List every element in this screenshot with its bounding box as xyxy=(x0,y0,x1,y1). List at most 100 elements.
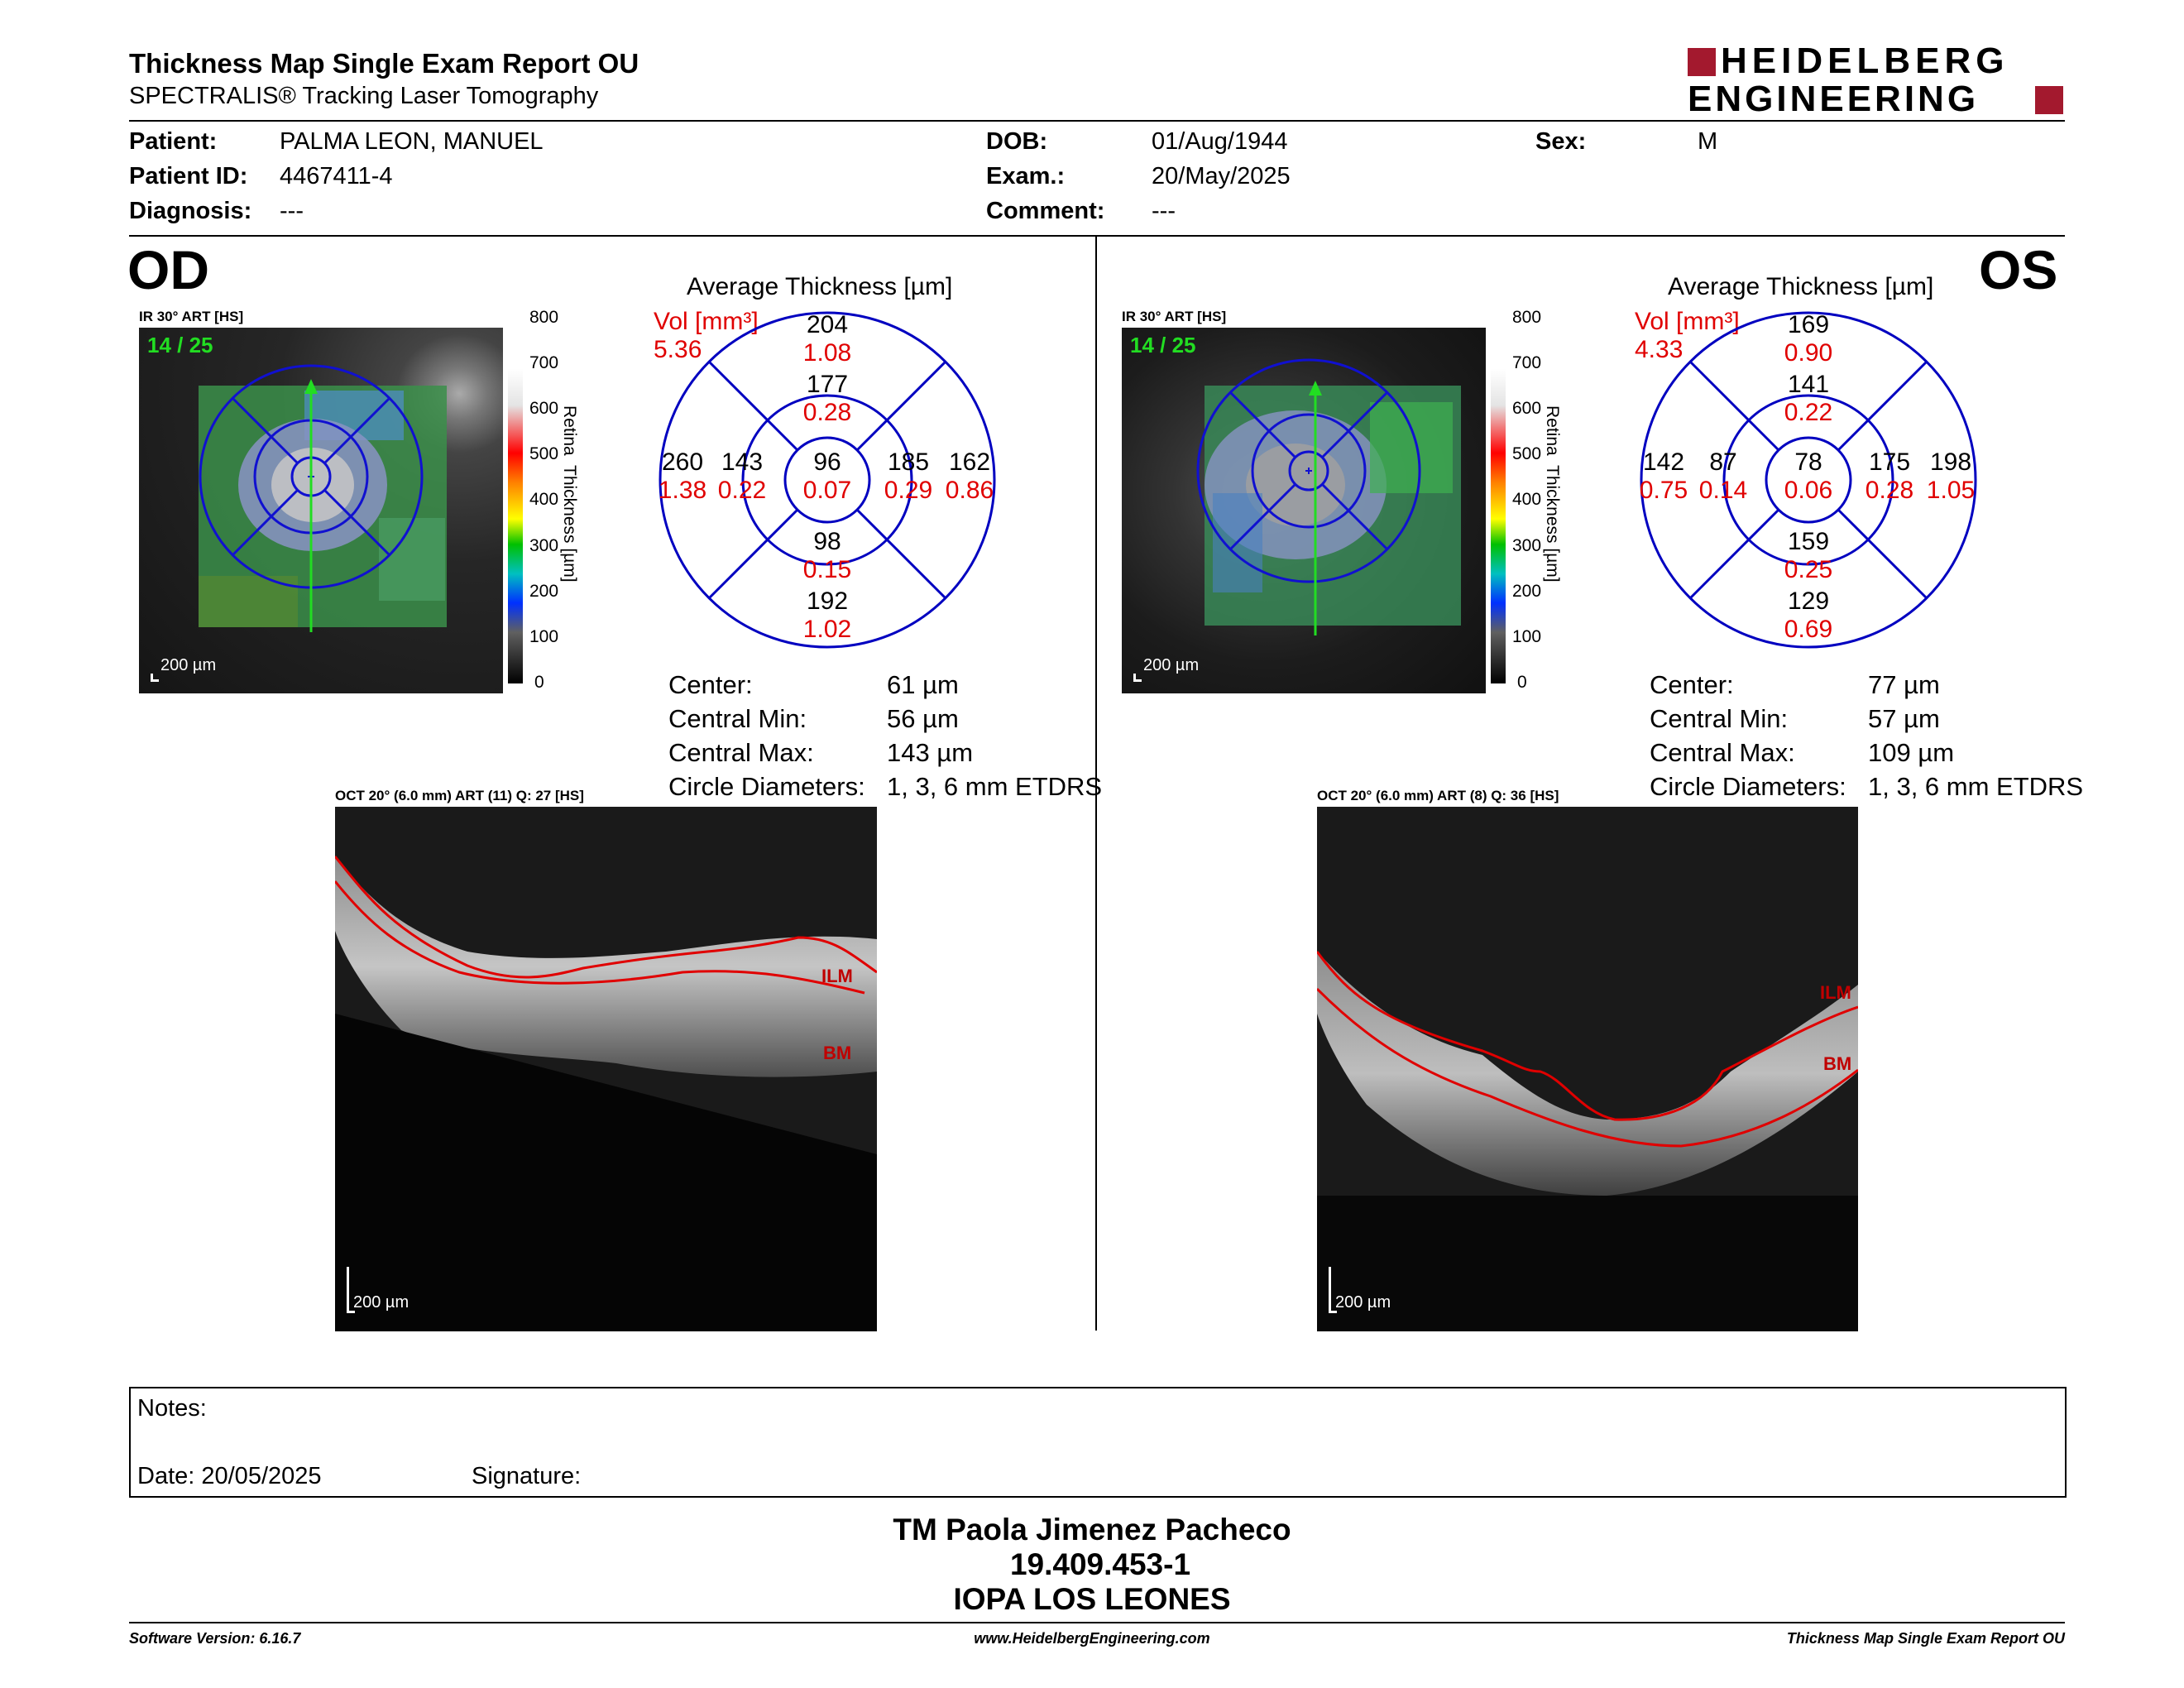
os-thickness-map xyxy=(1196,358,1461,635)
os-inner-right-volume: 0.28 xyxy=(1865,477,1914,504)
os-vol-value: 4.33 xyxy=(1635,336,1684,363)
od-inner-right-thickness: 185 xyxy=(887,448,930,476)
os-avg-title: Average Thickness [µm] xyxy=(1668,273,1934,300)
od-thickness-map xyxy=(199,364,447,632)
od-circle-diam-value: 1, 3, 6 mm ETDRS xyxy=(887,772,1103,801)
os-oct-scalebar-mark xyxy=(1329,1267,1331,1313)
od-bm-label: BM xyxy=(823,1043,852,1063)
od-inner-sup-thickness: 177 xyxy=(806,371,849,398)
os-oct-bscan: ILM BM 200 µm xyxy=(1317,807,1858,1331)
diagnosis-label: Diagnosis: xyxy=(129,198,252,224)
os-inner-inf-thickness: 159 xyxy=(1787,528,1830,555)
od-central-min-value: 56 µm xyxy=(887,704,959,733)
os-vol-label: Vol [mm³] xyxy=(1635,308,1740,335)
od-outer-inf-thickness: 192 xyxy=(806,587,849,615)
os-tick: 800 xyxy=(1512,308,1542,327)
os-center-thickness: 78 xyxy=(1794,448,1822,476)
od-circle-diam-label: Circle Diameters: xyxy=(668,772,865,801)
od-outer-left-thickness: 260 xyxy=(661,448,704,476)
od-tick: 600 xyxy=(529,399,559,418)
od-inner-sup-volume: 0.28 xyxy=(802,399,852,426)
os-ir-image: 14 / 25 200 µm xyxy=(1122,328,1486,693)
os-inner-sup-thickness: 141 xyxy=(1787,371,1830,398)
od-outer-sup-volume: 1.08 xyxy=(802,339,852,367)
os-tick: 600 xyxy=(1512,399,1542,418)
os-outer-right-volume: 1.05 xyxy=(1926,477,1976,504)
od-inner-right-volume: 0.29 xyxy=(884,477,933,504)
notes-label: Notes: xyxy=(137,1395,207,1422)
od-inner-left-volume: 0.22 xyxy=(717,477,767,504)
signer-institution: IOPA LOS LEONES xyxy=(953,1582,1231,1616)
od-scale-ticks: 800 700 600 500 400 300 200 100 0 xyxy=(523,308,559,697)
os-frame-counter: 14 / 25 xyxy=(1130,333,1196,357)
od-ir-scalebar-mark-h xyxy=(151,679,159,682)
od-oct-scalebar-mark xyxy=(347,1267,349,1313)
od-center-thickness: 96 xyxy=(813,448,841,476)
os-central-min-label: Central Min: xyxy=(1650,704,1789,733)
os-oct-scalebar-mark-h xyxy=(1329,1311,1337,1313)
od-tick: 0 xyxy=(534,673,544,692)
report-title: Thickness Map Single Exam Report OU xyxy=(129,48,639,79)
od-outer-right-thickness: 162 xyxy=(948,448,991,476)
od-oct-bscan: ILM BM 200 µm xyxy=(335,807,877,1331)
os-inner-left-thickness: 87 xyxy=(1709,448,1737,476)
os-oct-scalebar: 200 µm xyxy=(1335,1293,1391,1312)
os-inner-right-thickness: 175 xyxy=(1868,448,1911,476)
patient-label: Patient: xyxy=(129,128,218,155)
footer-report-name: Thickness Map Single Exam Report OU xyxy=(1786,1630,2065,1647)
logo-line1: HEIDELBERG xyxy=(1721,41,2009,81)
notes-box[interactable]: Notes: Date: 20/05/2025 Signature: xyxy=(129,1387,2067,1498)
logo-square-bottom xyxy=(2035,86,2063,114)
os-ir-scalebar-mark xyxy=(1133,674,1136,682)
od-ilm-label: ILM xyxy=(821,966,853,986)
website-link[interactable]: www.HeidelbergEngineering.com xyxy=(974,1630,1210,1647)
od-tick: 100 xyxy=(529,627,559,646)
os-outer-left-thickness: 142 xyxy=(1642,448,1685,476)
os-oct-layers xyxy=(1317,807,1858,1331)
os-tick: 700 xyxy=(1512,353,1542,372)
signer-rut: 19.409.453-1 xyxy=(1009,1547,1191,1581)
od-ir-scalebar-mark xyxy=(151,674,153,682)
od-outer-sup-thickness: 204 xyxy=(806,311,849,338)
od-vol-value: 5.36 xyxy=(654,336,702,363)
os-central-min-value: 57 µm xyxy=(1868,704,1940,733)
od-scale-title: Retina Thickness [µm] xyxy=(560,405,579,583)
os-outer-right-thickness: 198 xyxy=(1929,448,1972,476)
od-ir-label: IR 30° ART [HS] xyxy=(139,309,244,324)
od-inner-inf-volume: 0.15 xyxy=(802,556,852,583)
footer-divider xyxy=(129,1622,2065,1623)
os-central-max-value: 109 µm xyxy=(1868,738,1955,767)
os-central-max-label: Central Max: xyxy=(1650,738,1795,767)
eye-divider xyxy=(1095,237,1097,1331)
logo-line2: ENGINEERING xyxy=(1688,79,1980,119)
os-center-label: Center: xyxy=(1650,670,1734,699)
od-oct-label: OCT 20° (6.0 mm) ART (11) Q: 27 [HS] xyxy=(335,788,584,803)
od-etdrs-values: 204 1.08 177 0.28 96 0.07 260 1.38 143 0… xyxy=(654,306,1001,654)
od-color-scale xyxy=(508,318,523,683)
od-central-min-label: Central Min: xyxy=(668,704,807,733)
os-ilm-label: ILM xyxy=(1820,982,1851,1003)
os-oct-label: OCT 20° (6.0 mm) ART (8) Q: 36 [HS] xyxy=(1317,788,1559,803)
od-central-max-label: Central Max: xyxy=(668,738,814,767)
od-center-value: 61 µm xyxy=(887,670,959,699)
sex-value: M xyxy=(1698,128,1718,155)
exam-label: Exam.: xyxy=(986,163,1066,189)
od-tick: 500 xyxy=(529,444,559,463)
dob-value: 01/Aug/1944 xyxy=(1152,128,1288,155)
patient-name: PALMA LEON, MANUEL xyxy=(280,128,544,155)
os-center-volume: 0.06 xyxy=(1784,477,1833,504)
od-outer-right-volume: 0.86 xyxy=(945,477,994,504)
od-etdrs-grid xyxy=(659,311,996,649)
software-version: Software Version: 6.16.7 xyxy=(129,1630,301,1647)
logo-square-top xyxy=(1688,48,1716,76)
os-tick: 400 xyxy=(1512,490,1542,509)
patient-divider xyxy=(129,235,2065,237)
od-inner-inf-thickness: 98 xyxy=(813,528,841,555)
diagnosis-value: --- xyxy=(280,198,304,224)
od-center-volume: 0.07 xyxy=(802,477,852,504)
od-tick: 200 xyxy=(529,582,559,601)
os-etdrs-grid xyxy=(1640,311,1977,649)
od-outer-left-volume: 1.38 xyxy=(658,477,707,504)
od-vol-label: Vol [mm³] xyxy=(654,308,759,335)
os-tick: 500 xyxy=(1512,444,1542,463)
